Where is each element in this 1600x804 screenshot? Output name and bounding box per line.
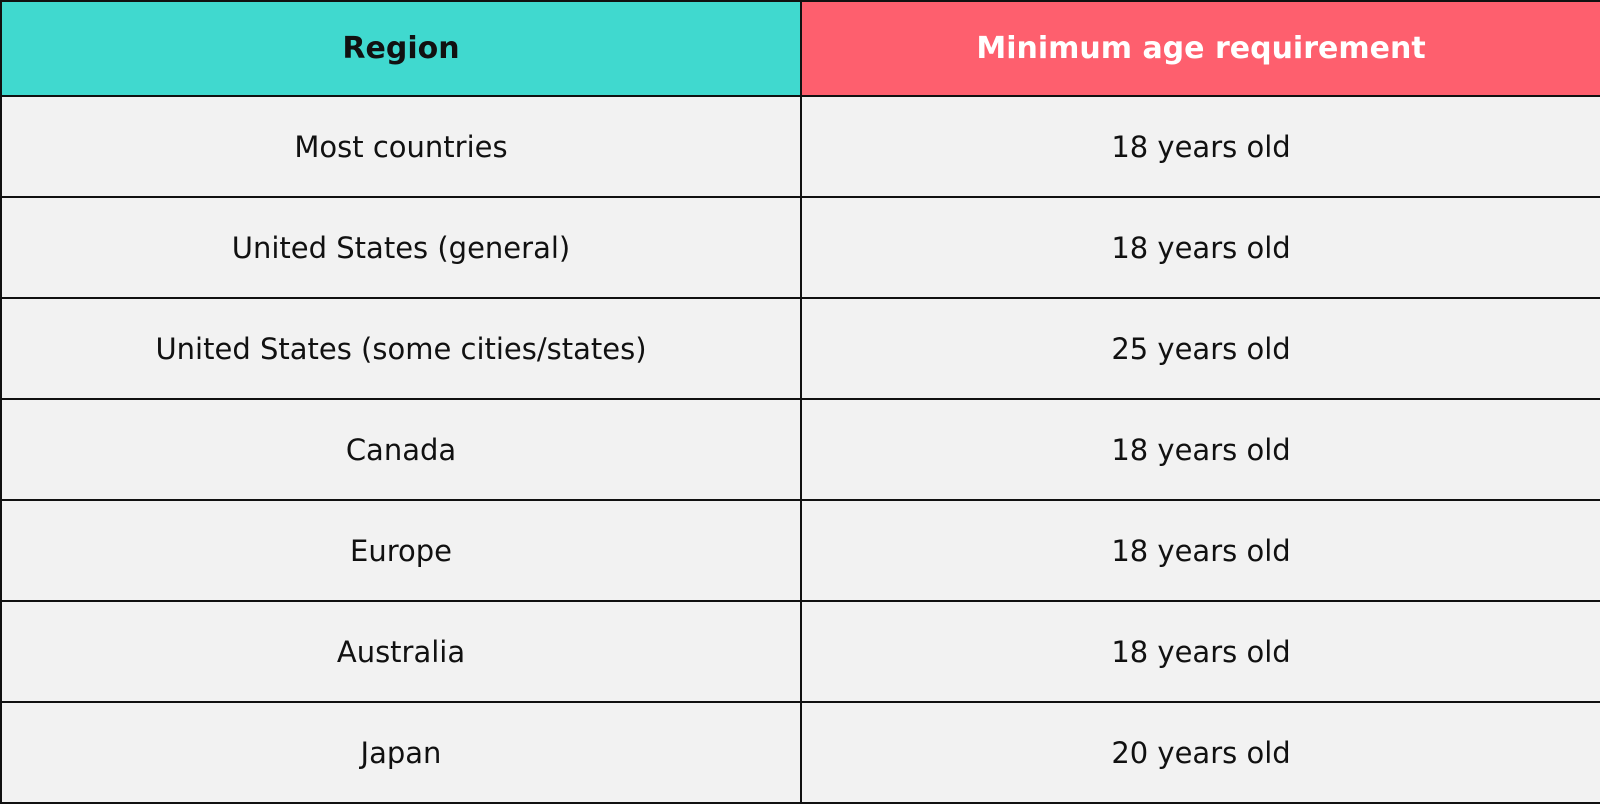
- table-row: Japan 20 years old: [0, 701, 1600, 804]
- region-cell: Canada: [0, 398, 802, 501]
- age-cell: 18 years old: [800, 499, 1600, 602]
- table-row: United States (general) 18 years old: [0, 196, 1600, 299]
- table-row: United States (some cities/states) 25 ye…: [0, 297, 1600, 400]
- column-header-minimum-age: Minimum age requirement: [800, 0, 1600, 97]
- region-cell: Most countries: [0, 95, 802, 198]
- table-row: Canada 18 years old: [0, 398, 1600, 501]
- region-cell: Australia: [0, 600, 802, 703]
- region-cell: United States (general): [0, 196, 802, 299]
- age-cell: 18 years old: [800, 95, 1600, 198]
- age-cell: 18 years old: [800, 600, 1600, 703]
- region-cell: United States (some cities/states): [0, 297, 802, 400]
- table-header-row: Region Minimum age requirement: [0, 0, 1600, 97]
- region-cell: Japan: [0, 701, 802, 804]
- age-cell: 18 years old: [800, 196, 1600, 299]
- age-cell: 20 years old: [800, 701, 1600, 804]
- region-cell: Europe: [0, 499, 802, 602]
- table-row: Australia 18 years old: [0, 600, 1600, 703]
- table-row: Europe 18 years old: [0, 499, 1600, 602]
- age-cell: 18 years old: [800, 398, 1600, 501]
- table-row: Most countries 18 years old: [0, 95, 1600, 198]
- column-header-region: Region: [0, 0, 802, 97]
- age-cell: 25 years old: [800, 297, 1600, 400]
